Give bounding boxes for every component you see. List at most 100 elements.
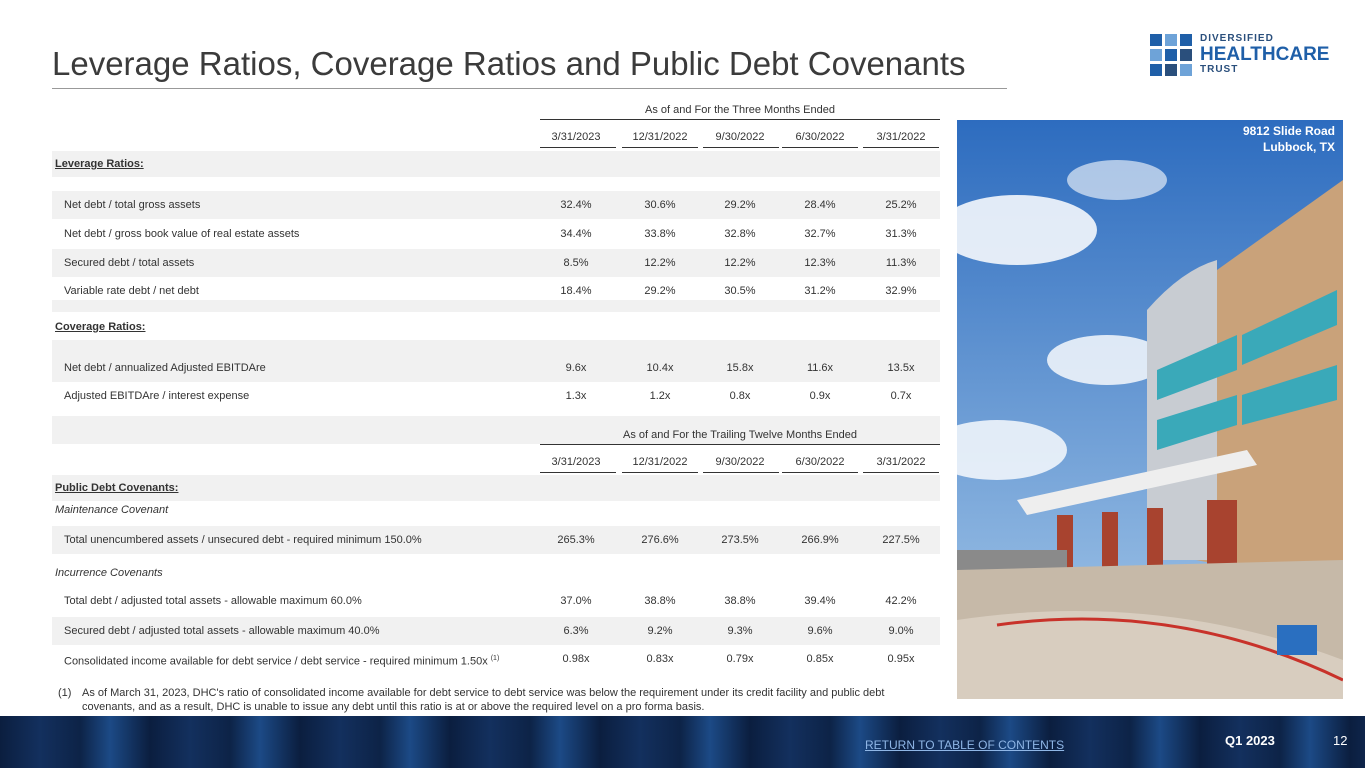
column-rule [782,147,858,148]
cell: 12.3% [804,257,836,269]
title-rule [52,88,1007,89]
footnote-marker: (1) [58,687,72,699]
quarter: Q1 2023 [1225,733,1275,748]
column-rule [622,147,698,148]
column-header: 9/30/2022 [715,456,765,468]
toc-link[interactable]: RETURN TO TABLE OF CONTENTS [865,738,1065,752]
cell: 276.6% [641,534,679,546]
cell: 32.9% [885,285,917,297]
cell: 38.8% [644,595,676,607]
row-label: Secured debt / total assets [64,257,195,269]
cell: 9.6% [807,625,833,637]
cell: 39.4% [804,595,836,607]
cell: 25.2% [885,199,917,211]
title: Leverage Ratios, Coverage Ratios and Pub… [52,45,966,82]
cell: 32.8% [724,228,756,240]
cell: 38.8% [724,595,756,607]
cell: 1.3x [565,390,587,402]
column-rule [540,472,616,473]
column-rule [782,472,858,473]
cell: 1.2x [649,390,671,402]
cell: 273.5% [721,534,759,546]
logo-line: DIVERSIFIED [1200,33,1274,44]
cell: 0.95x [887,653,915,665]
row-label: Net debt / gross book value of real esta… [64,228,300,240]
cell: 9.6x [565,362,587,374]
section-heading: Leverage Ratios: [55,158,144,170]
row-band [52,354,940,382]
column-header: 6/30/2022 [795,131,845,143]
cell: 42.2% [885,595,917,607]
table-caption: As of and For the Three Months Ended [645,104,835,116]
cell: 28.4% [804,199,836,211]
cell: 9.2% [647,625,673,637]
cell: 29.2% [724,199,756,211]
cell: 30.6% [644,199,676,211]
section-heading: Public Debt Covenants: [55,482,179,494]
row-label-text: Consolidated income available for debt s… [64,655,488,668]
row-band [52,249,940,277]
row-band [52,475,940,501]
cell: 33.8% [644,228,676,240]
cell: 15.8x [726,362,754,374]
cell: 227.5% [882,534,920,546]
row-label: Net debt / total gross assets [64,199,201,211]
cell: 13.5x [887,362,915,374]
footnote-text: As of March 31, 2023, DHC's ratio of con… [82,687,885,713]
row-band [52,191,940,219]
row-label: Secured debt / adjusted total assets - a… [64,625,380,637]
table-caption: As of and For the Trailing Twelve Months… [623,429,857,441]
cell: 34.4% [560,228,592,240]
cell: 8.5% [563,257,589,269]
cell: 18.4% [560,285,592,297]
cell: 29.2% [644,285,676,297]
row-label: Consolidated income available for debt s… [64,652,499,669]
cell: 0.85x [806,653,834,665]
cell: 6.3% [563,625,589,637]
cell: 0.8x [729,390,751,402]
footer-band [0,716,1365,768]
column-rule [703,147,779,148]
cell: 32.7% [804,228,836,240]
row-band [52,340,940,354]
cell: 30.5% [724,285,756,297]
column-header: 3/31/2022 [876,131,926,143]
page-number: 12 [1333,733,1348,748]
row-band [52,300,940,312]
column-header: 3/31/2023 [551,131,601,143]
cell: 12.2% [644,257,676,269]
section-heading: Maintenance Covenant [55,504,169,516]
column-rule [863,472,939,473]
row-label: Total unencumbered assets / unsecured de… [64,534,422,546]
cell: 11.3% [885,257,917,269]
cell: 266.9% [801,534,839,546]
column-header: 3/31/2023 [551,456,601,468]
column-header: 12/31/2022 [632,456,688,468]
cell: 31.2% [804,285,836,297]
logo-line: HEALTHCARE [1200,44,1330,65]
row-label: Adjusted EBITDAre / interest expense [64,390,250,402]
cell: 12.2% [724,257,756,269]
cell: 0.83x [646,653,674,665]
row-band [52,617,940,645]
cell: 0.9x [809,390,831,402]
column-rule [540,147,616,148]
cell: 11.6x [806,362,834,374]
cell: 0.79x [726,653,754,665]
row-band [52,416,940,444]
cell: 0.7x [890,390,912,402]
logo-line: TRUST [1200,64,1239,75]
section-heading: Incurrence Covenants [55,567,163,579]
cell: 10.4x [646,362,674,374]
logo-mark [1150,34,1192,76]
row-label: Net debt / annualized Adjusted EBITDAre [64,362,266,374]
row-band [52,526,940,554]
cell: 9.3% [727,625,753,637]
cell: 32.4% [560,199,592,211]
photo-caption: 9812 Slide Road [1242,124,1335,138]
column-header: 9/30/2022 [715,131,765,143]
row-band [52,151,940,177]
row-label: Variable rate debt / net debt [64,285,199,297]
note-ref: (1) [490,655,500,662]
